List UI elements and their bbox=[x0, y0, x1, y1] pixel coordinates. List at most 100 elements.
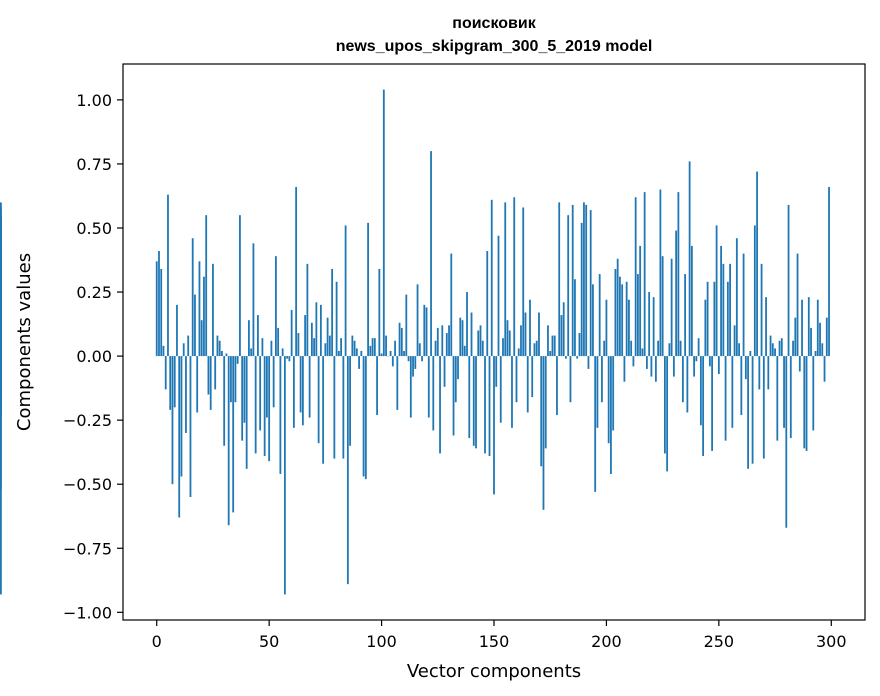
y-tick-label: 0.50 bbox=[76, 219, 112, 238]
bar-99 bbox=[378, 268, 381, 357]
bar-130 bbox=[448, 325, 450, 357]
bar-162 bbox=[520, 325, 522, 357]
y-tick-label: −0.25 bbox=[63, 411, 112, 430]
bar-74 bbox=[322, 356, 325, 464]
bar-225 bbox=[661, 256, 664, 357]
x-tick-label: 250 bbox=[704, 632, 735, 651]
bar-240 bbox=[695, 356, 698, 362]
bar-0 bbox=[155, 261, 158, 357]
bar-247 bbox=[711, 356, 713, 451]
bar-234 bbox=[681, 356, 684, 403]
bar-131 bbox=[450, 253, 453, 357]
bar-174 bbox=[547, 325, 549, 357]
bar-233 bbox=[679, 340, 682, 357]
bar-260 bbox=[740, 356, 743, 416]
bar-45 bbox=[257, 315, 259, 357]
bar-169 bbox=[535, 340, 538, 357]
bar-289 bbox=[805, 356, 808, 451]
bar-107 bbox=[396, 356, 399, 410]
y-tick-label: 0.75 bbox=[76, 155, 112, 174]
bar-18 bbox=[196, 356, 199, 413]
y-axis-label: Components values bbox=[14, 253, 35, 431]
bar-28 bbox=[218, 340, 221, 357]
bar-181 bbox=[562, 302, 565, 357]
bar-258 bbox=[735, 238, 738, 357]
bar-202 bbox=[610, 356, 612, 474]
bar-296 bbox=[821, 343, 824, 357]
bar-261 bbox=[742, 253, 745, 357]
bar-114 bbox=[412, 356, 414, 377]
y-tick-label: −0.75 bbox=[63, 539, 112, 558]
bar-105 bbox=[391, 356, 394, 367]
bar-290 bbox=[807, 297, 810, 357]
bar-297 bbox=[823, 356, 826, 382]
bar-9 bbox=[176, 304, 178, 357]
bar-294 bbox=[816, 299, 819, 357]
bar-154 bbox=[502, 338, 504, 357]
bar-92 bbox=[362, 356, 365, 477]
bar-147 bbox=[486, 251, 489, 357]
bar-27 bbox=[216, 335, 219, 357]
bar-238 bbox=[690, 245, 693, 357]
bar-149 bbox=[490, 199, 493, 357]
bar-132 bbox=[452, 356, 455, 436]
bar-42 bbox=[250, 348, 253, 357]
bar-87 bbox=[351, 335, 354, 357]
bar-39 bbox=[243, 356, 246, 423]
bar-266 bbox=[753, 225, 756, 357]
bar-67 bbox=[306, 263, 309, 357]
bar-117 bbox=[418, 343, 421, 357]
bar-210 bbox=[628, 299, 630, 357]
y-tick-label: 0.25 bbox=[76, 283, 112, 302]
bar-231 bbox=[675, 230, 678, 357]
bar-4 bbox=[164, 356, 167, 390]
bar-86 bbox=[349, 356, 351, 446]
bar-5 bbox=[167, 194, 169, 357]
bar-49 bbox=[266, 356, 268, 418]
bar-58 bbox=[286, 356, 289, 359]
bar-285 bbox=[796, 253, 799, 357]
bar-159 bbox=[513, 197, 516, 357]
bar-172 bbox=[542, 356, 545, 510]
bar-197 bbox=[598, 274, 601, 357]
bar-1 bbox=[158, 251, 160, 357]
bar-163 bbox=[522, 207, 525, 357]
bar-68 bbox=[308, 356, 311, 418]
bar-267 bbox=[756, 171, 758, 357]
bar-273 bbox=[769, 335, 772, 357]
bar-165 bbox=[526, 356, 529, 413]
bar-64 bbox=[299, 356, 302, 413]
bar-222 bbox=[654, 356, 657, 382]
bar-282 bbox=[789, 356, 792, 439]
bar-178 bbox=[556, 356, 558, 416]
bar-166 bbox=[529, 299, 531, 357]
bar-228 bbox=[668, 343, 671, 357]
bar-53 bbox=[275, 256, 277, 357]
bar-212 bbox=[632, 356, 635, 367]
bar-237 bbox=[688, 161, 691, 357]
x-axis-label: Vector components bbox=[407, 661, 581, 682]
bar-271 bbox=[765, 297, 767, 357]
bar-series bbox=[0, 89, 830, 595]
bar-undefined bbox=[0, 245, 2, 357]
x-tick-label: 200 bbox=[591, 632, 622, 651]
bar-252 bbox=[722, 263, 725, 357]
bar-216 bbox=[641, 348, 644, 357]
bar-35 bbox=[234, 356, 237, 403]
x-tick-label: 150 bbox=[479, 632, 510, 651]
bar-277 bbox=[778, 340, 781, 357]
bar-148 bbox=[488, 356, 491, 457]
bar-124 bbox=[434, 340, 437, 357]
bar-55 bbox=[279, 356, 282, 474]
bar-190 bbox=[583, 202, 585, 357]
bar-118 bbox=[421, 356, 423, 362]
bar-223 bbox=[657, 340, 660, 357]
bar-undefined bbox=[0, 356, 2, 595]
bar-284 bbox=[794, 317, 797, 357]
bar-293 bbox=[814, 350, 817, 357]
bar-2 bbox=[160, 268, 163, 357]
bar-50 bbox=[268, 356, 271, 462]
bar-173 bbox=[544, 356, 547, 449]
bar-287 bbox=[801, 299, 803, 357]
